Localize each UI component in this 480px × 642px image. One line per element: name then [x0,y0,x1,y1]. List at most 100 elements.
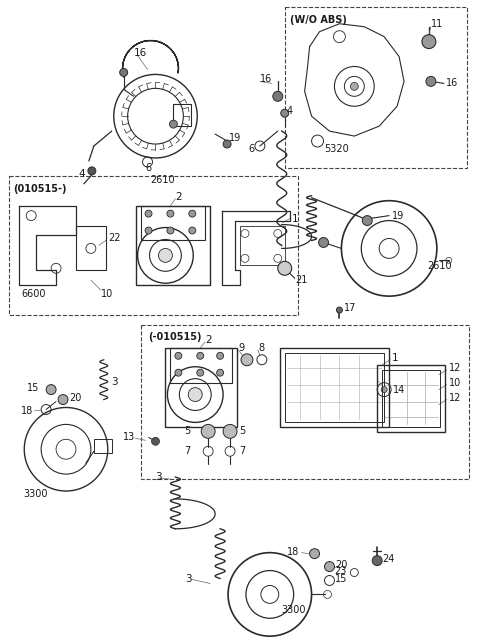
Text: 9: 9 [238,343,244,353]
Text: 1: 1 [292,214,299,223]
Circle shape [197,369,204,376]
Text: 19: 19 [392,211,404,221]
Text: 7: 7 [239,446,245,456]
Text: 11: 11 [431,19,443,29]
Text: 6: 6 [145,163,152,173]
Circle shape [152,437,159,446]
Text: 3300: 3300 [282,605,306,615]
Circle shape [223,140,231,148]
Circle shape [167,210,174,217]
Text: 5: 5 [239,426,245,437]
Circle shape [169,120,178,128]
Text: 2610: 2610 [151,175,175,185]
Circle shape [145,227,152,234]
Circle shape [175,369,182,376]
Circle shape [336,307,342,313]
Text: 3300: 3300 [23,489,48,499]
Bar [382,370,440,428]
Circle shape [324,562,335,571]
Circle shape [319,238,328,247]
Text: 4: 4 [287,106,293,116]
Text: 3: 3 [156,472,162,482]
Text: 20: 20 [69,392,82,403]
Text: 5320: 5320 [324,144,349,154]
Circle shape [426,76,436,87]
Text: 23: 23 [334,566,347,575]
Text: 15: 15 [27,383,39,393]
Circle shape [188,388,202,401]
Circle shape [310,549,320,559]
Text: 16: 16 [133,48,147,58]
Circle shape [120,69,128,76]
Text: 2: 2 [175,192,182,202]
Text: 18: 18 [288,546,300,557]
Circle shape [216,369,224,376]
Text: 10: 10 [449,377,461,388]
Text: 13: 13 [123,432,136,442]
Circle shape [158,248,172,263]
Text: 16: 16 [260,74,272,84]
Circle shape [278,261,292,275]
Text: 2610: 2610 [427,261,452,272]
Bar [9,176,298,315]
Bar [76,225,106,270]
Text: 15: 15 [336,575,348,584]
Bar [285,353,384,422]
Text: 6600: 6600 [21,289,46,299]
Text: 10: 10 [101,289,113,299]
Bar [141,325,468,479]
Text: 3: 3 [111,377,118,386]
Text: 5: 5 [184,426,190,437]
Text: 19: 19 [229,133,241,143]
Text: 12: 12 [449,363,461,373]
Circle shape [46,385,56,395]
Text: 3: 3 [185,573,192,584]
Text: (W/O ABS): (W/O ABS) [290,15,347,25]
Text: 16: 16 [446,78,458,89]
Bar [240,225,285,265]
Circle shape [281,109,288,117]
Circle shape [58,395,68,404]
Circle shape [273,91,283,101]
Text: 12: 12 [449,392,461,403]
Circle shape [201,424,215,438]
Text: 24: 24 [382,553,395,564]
Bar [170,348,232,383]
Circle shape [145,210,152,217]
Bar [141,205,205,241]
Bar [280,348,389,428]
Circle shape [189,227,196,234]
Text: 14: 14 [393,385,405,395]
Text: 22: 22 [108,234,120,243]
Text: 2: 2 [205,335,212,345]
Text: (-010515): (-010515) [148,332,202,342]
Text: 21: 21 [296,275,308,285]
Text: 7: 7 [184,446,190,456]
Circle shape [223,424,237,438]
Circle shape [189,210,196,217]
Text: 6: 6 [248,144,254,154]
Circle shape [381,386,387,393]
Circle shape [372,555,382,566]
Bar [285,7,467,168]
Bar [173,104,192,126]
Circle shape [362,216,372,225]
Text: 4: 4 [79,169,85,179]
Text: (010515-): (010515-) [13,184,67,194]
Circle shape [167,227,174,234]
Circle shape [216,352,224,360]
Circle shape [241,354,253,366]
Text: 17: 17 [344,303,357,313]
Bar [166,348,237,428]
Circle shape [175,352,182,360]
Circle shape [422,35,436,49]
Text: 20: 20 [336,560,348,569]
Bar [377,365,445,432]
Text: 18: 18 [21,406,33,417]
Circle shape [197,352,204,360]
Bar [136,205,210,285]
Circle shape [350,82,358,91]
Bar [94,439,112,453]
Text: 1: 1 [392,353,399,363]
Circle shape [88,167,96,175]
